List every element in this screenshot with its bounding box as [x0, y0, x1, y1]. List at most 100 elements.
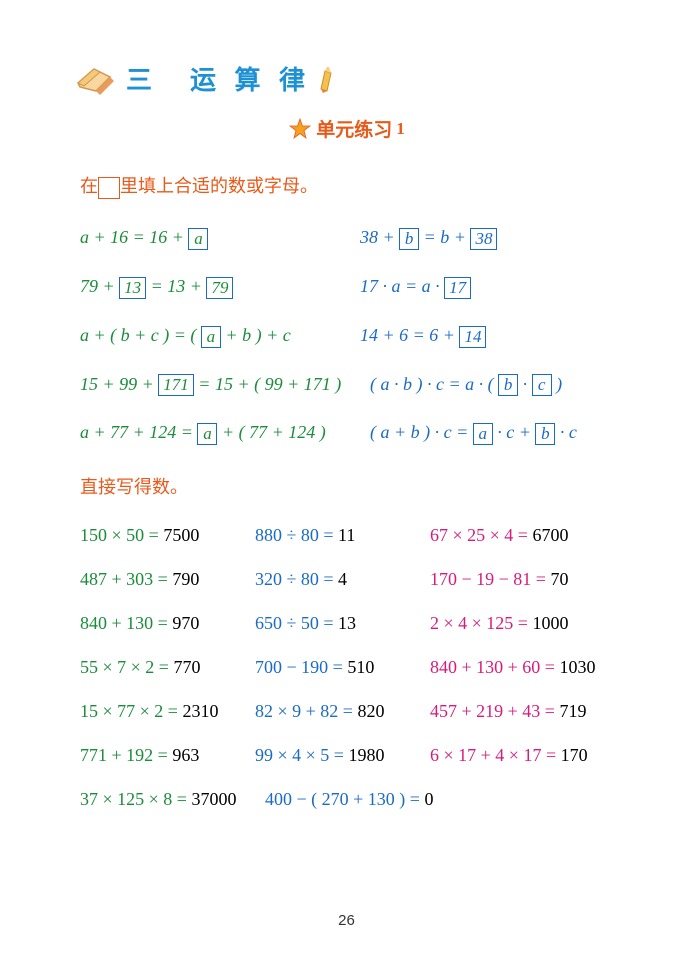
- section2-title: 直接写得数。: [80, 473, 623, 499]
- calc-ans: 2310: [182, 701, 218, 721]
- eq-text: ( a · b ) · c = a · (: [370, 374, 498, 394]
- eq-text: · c +: [493, 422, 536, 442]
- answer-box: b: [399, 228, 419, 250]
- calc-row: 15 × 77 × 2 = 2310 82 × 9 + 82 = 820 457…: [80, 701, 623, 722]
- calc-ans: 4: [338, 569, 347, 589]
- equation-right: ( a · b ) · c = a · ( b · c ): [370, 374, 623, 397]
- calc-eq: 55 × 7 × 2 =: [80, 657, 173, 677]
- calc-eq: 320 ÷ 80 =: [255, 569, 338, 589]
- calc-cell: 840 + 130 = 970: [80, 613, 255, 634]
- calc-cell: 650 ÷ 50 = 13: [255, 613, 430, 634]
- calc-row: 150 × 50 = 7500 880 ÷ 80 = 11 67 × 25 × …: [80, 525, 623, 546]
- calc-eq: 15 × 77 × 2 =: [80, 701, 182, 721]
- calc-ans: 1030: [559, 657, 595, 677]
- eq-text: 14 + 6 = 6 +: [360, 325, 459, 345]
- calc-eq: 457 + 219 + 43 =: [430, 701, 559, 721]
- calc-row: 37 × 125 × 8 = 37000 400 − ( 270 + 130 )…: [80, 789, 623, 810]
- calc-ans: 13: [338, 613, 356, 633]
- eq-text: = 13 +: [146, 276, 206, 296]
- calc-ans: 963: [172, 745, 199, 765]
- calc-cell: 2 × 4 × 125 = 1000: [430, 613, 623, 634]
- section1-post: 里填上合适的数或字母。: [120, 176, 318, 196]
- answer-box: b: [535, 423, 555, 445]
- equations-section: a + 16 = 16 + a 38 + b = b + 38 79 + 13 …: [80, 227, 623, 445]
- calc-eq: 150 × 50 =: [80, 525, 163, 545]
- pencil-icon: [315, 65, 339, 93]
- eq-text: 17 · a = a ·: [360, 276, 444, 296]
- calc-eq: 37 × 125 × 8 =: [80, 789, 191, 809]
- answer-box: 13: [119, 277, 146, 299]
- calc-cell: 880 ÷ 80 = 11: [255, 525, 430, 546]
- unit-header: 单元练习 1: [70, 115, 623, 142]
- calc-eq: 400 − ( 270 + 130 ) =: [265, 789, 424, 809]
- eq-text: a + 77 + 124 =: [80, 422, 197, 442]
- calc-eq: 840 + 130 + 60 =: [430, 657, 559, 677]
- calc-row: 771 + 192 = 963 99 × 4 × 5 = 1980 6 × 17…: [80, 745, 623, 766]
- calc-eq: 6 × 17 + 4 × 17 =: [430, 745, 561, 765]
- eq-text: a + ( b + c ) = (: [80, 325, 201, 345]
- unit-title: 单元练习: [316, 115, 392, 142]
- calc-eq: 771 + 192 =: [80, 745, 172, 765]
- eq-text: = b +: [419, 227, 470, 247]
- placeholder-box: [98, 177, 120, 199]
- eq-text: 38 +: [360, 227, 399, 247]
- section1-pre: 在: [80, 176, 98, 196]
- calc-ans: 719: [559, 701, 586, 721]
- page-number: 26: [0, 912, 693, 929]
- calc-eq: 840 + 130 =: [80, 613, 172, 633]
- calc-row: 840 + 130 = 970 650 ÷ 50 = 13 2 × 4 × 12…: [80, 613, 623, 634]
- calc-cell: 771 + 192 = 963: [80, 745, 255, 766]
- equation-row: a + 77 + 124 = a + ( 77 + 124 ) ( a + b …: [80, 422, 623, 445]
- calc-cell: 170 − 19 − 81 = 70: [430, 569, 623, 590]
- calc-eq: 700 − 190 =: [255, 657, 347, 677]
- answer-box: a: [473, 423, 493, 445]
- calc-cell: 82 × 9 + 82 = 820: [255, 701, 430, 722]
- equation-left: a + 77 + 124 = a + ( 77 + 124 ): [80, 422, 370, 445]
- eq-text: ): [552, 374, 563, 394]
- calc-ans: 1980: [348, 745, 384, 765]
- calc-row: 487 + 303 = 790 320 ÷ 80 = 4 170 − 19 − …: [80, 569, 623, 590]
- answer-box: 17: [444, 277, 471, 299]
- answer-box: b: [498, 374, 518, 396]
- equation-right: 38 + b = b + 38: [360, 227, 623, 250]
- calc-ans: 70: [550, 569, 568, 589]
- calc-cell: 150 × 50 = 7500: [80, 525, 255, 546]
- equation-left: a + 16 = 16 + a: [80, 227, 360, 250]
- calc-ans: 170: [561, 745, 588, 765]
- answer-box: 38: [470, 228, 497, 250]
- calc-eq: 82 × 9 + 82 =: [255, 701, 357, 721]
- calc-cell: 6 × 17 + 4 × 17 = 170: [430, 745, 623, 766]
- answer-box: a: [197, 423, 217, 445]
- unit-number: 1: [396, 119, 405, 139]
- section1-title: 在 里填上合适的数或字母。: [80, 172, 623, 199]
- calc-ans: 970: [172, 613, 199, 633]
- eq-text: 79 +: [80, 276, 119, 296]
- eq-text: + b ) + c: [221, 325, 291, 345]
- eq-text: · c: [555, 422, 577, 442]
- calc-ans: 6700: [532, 525, 568, 545]
- eq-text: ( a + b ) · c =: [370, 422, 473, 442]
- equation-left: a + ( b + c ) = ( a + b ) + c: [80, 325, 360, 348]
- equation-row: 79 + 13 = 13 + 79 17 · a = a · 17: [80, 276, 623, 299]
- eq-text: 15 + 99 +: [80, 374, 158, 394]
- calc-ans: 7500: [163, 525, 199, 545]
- calc-cell: 487 + 303 = 790: [80, 569, 255, 590]
- answer-box: a: [188, 228, 208, 250]
- star-icon: [288, 117, 312, 141]
- calc-cell: 37 × 125 × 8 = 37000: [80, 789, 265, 810]
- calc-eq: 2 × 4 × 125 =: [430, 613, 532, 633]
- calculations-section: 150 × 50 = 7500 880 ÷ 80 = 11 67 × 25 × …: [80, 525, 623, 810]
- answer-box: c: [532, 374, 552, 396]
- calc-cell: 15 × 77 × 2 = 2310: [80, 701, 255, 722]
- calc-eq: 650 ÷ 50 =: [255, 613, 338, 633]
- calc-ans: 1000: [532, 613, 568, 633]
- calc-cell: 67 × 25 × 4 = 6700: [430, 525, 623, 546]
- calc-eq: 67 × 25 × 4 =: [430, 525, 532, 545]
- answer-box: 171: [158, 374, 194, 396]
- calc-ans: 820: [357, 701, 384, 721]
- equation-right: 14 + 6 = 6 + 14: [360, 325, 623, 348]
- eraser-icon: [70, 63, 118, 95]
- calc-eq: 99 × 4 × 5 =: [255, 745, 348, 765]
- calc-ans: 0: [424, 789, 433, 809]
- calc-cell: 457 + 219 + 43 = 719: [430, 701, 623, 722]
